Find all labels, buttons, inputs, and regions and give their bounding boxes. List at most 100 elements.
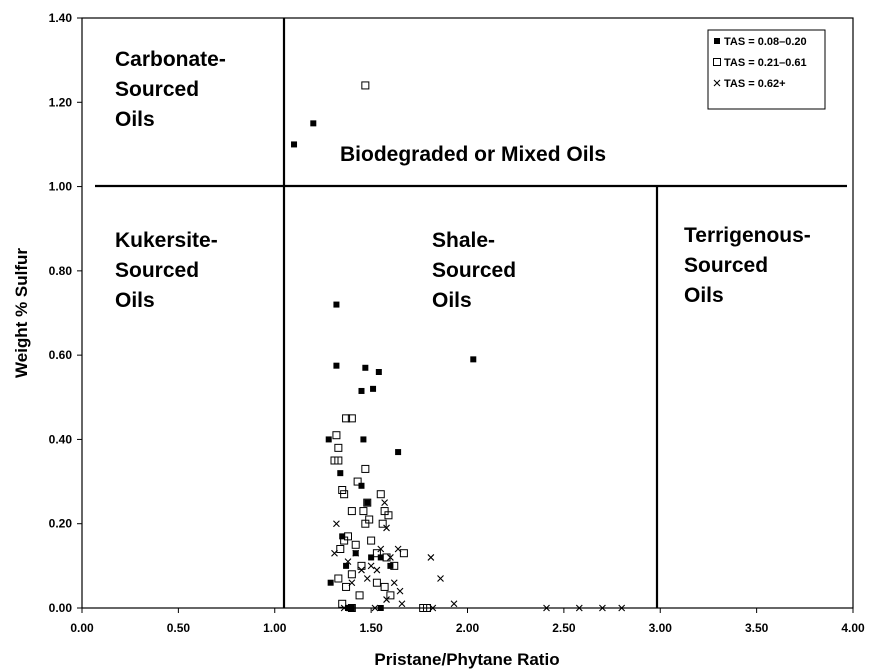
point	[355, 591, 364, 600]
y-axis-title: Weight % Sulfur	[12, 248, 31, 378]
point	[360, 436, 367, 443]
point	[378, 519, 387, 528]
legend-marker	[713, 79, 721, 87]
point	[390, 561, 399, 570]
point	[399, 549, 408, 558]
region-label-line: Kukersite-	[115, 229, 218, 252]
region-label-line: Sourced	[115, 78, 199, 101]
point	[348, 605, 355, 611]
point	[370, 385, 377, 392]
point	[351, 540, 360, 549]
point	[337, 470, 344, 477]
point	[291, 141, 298, 148]
point	[470, 356, 477, 363]
point	[575, 604, 583, 612]
region-label-line: Oils	[684, 284, 724, 307]
point	[377, 554, 384, 561]
point	[334, 574, 343, 583]
point	[377, 605, 384, 611]
point	[384, 511, 393, 520]
point	[387, 554, 394, 561]
point	[336, 545, 345, 553]
point	[333, 362, 340, 369]
point	[395, 449, 402, 456]
point	[376, 490, 385, 499]
legend-box	[707, 29, 826, 110]
legend-marker	[714, 38, 720, 44]
point	[358, 566, 365, 574]
point	[348, 579, 356, 587]
point	[340, 604, 348, 612]
point	[338, 486, 347, 494]
legend-label: TAS = 0.62+	[724, 78, 786, 90]
y-tick-label: 1.00	[49, 180, 73, 194]
x-tick-label: 1.50	[359, 621, 383, 635]
point	[390, 579, 398, 587]
region-label-line: Oils	[432, 289, 472, 312]
point	[543, 604, 550, 612]
point	[423, 604, 432, 612]
point	[398, 600, 406, 608]
region-label: Biodegraded or Mixed Oils	[340, 143, 606, 166]
region-label-line: Carbonate-	[115, 48, 226, 71]
point	[367, 562, 375, 570]
point	[327, 579, 334, 586]
region-label-line: Oils	[115, 289, 155, 312]
point	[368, 554, 375, 561]
point	[372, 578, 381, 587]
point	[367, 536, 376, 545]
point	[394, 545, 402, 553]
point	[342, 582, 351, 591]
point	[381, 499, 389, 507]
point	[340, 490, 349, 499]
region-label: Kukersite- Sourced Oils	[115, 229, 224, 312]
region-label-line: Sourced	[684, 254, 768, 277]
point	[325, 436, 332, 443]
point	[359, 507, 368, 516]
x-tick-label: 0.00	[70, 621, 94, 635]
y-tick-label: 1.20	[49, 95, 73, 109]
y-tick-label: 1.40	[49, 11, 73, 25]
point	[361, 464, 370, 473]
point	[347, 507, 356, 516]
legend-label: TAS = 0.08–0.20	[724, 36, 807, 48]
point	[331, 549, 338, 557]
point	[375, 369, 382, 375]
x-tick-label: 1.00	[263, 621, 287, 635]
y-tick-label: 0.00	[49, 601, 73, 615]
point	[372, 549, 381, 558]
legend-marker	[713, 58, 721, 66]
point	[334, 443, 343, 452]
point	[361, 81, 370, 90]
point	[358, 387, 365, 394]
region-label-line: Sourced	[432, 259, 516, 282]
point	[382, 553, 391, 562]
point	[386, 591, 395, 600]
point	[363, 575, 371, 582]
x-tick-label: 3.50	[745, 621, 769, 635]
point	[347, 414, 356, 423]
region-label-line: Sourced	[115, 259, 199, 282]
region-label-line: Oils	[115, 108, 155, 131]
legend: TAS = 0.08–0.20 TAS = 0.21–0.61 TAS = 0.62…	[707, 29, 826, 110]
y-tick-label: 0.20	[49, 517, 73, 531]
region-label: Carbonate- Sourced Oils	[115, 48, 232, 131]
point	[377, 545, 385, 553]
point	[363, 498, 372, 507]
point	[310, 120, 317, 127]
region-label-line: Shale-	[432, 229, 495, 252]
point	[343, 562, 350, 569]
point	[429, 604, 437, 612]
point	[353, 477, 362, 486]
point	[371, 604, 379, 612]
point	[437, 575, 444, 582]
point	[599, 604, 606, 612]
point	[361, 519, 370, 528]
point	[450, 600, 458, 608]
point	[373, 566, 381, 574]
point	[347, 604, 356, 612]
x-tick-label: 2.50	[552, 621, 576, 635]
point	[358, 482, 365, 489]
